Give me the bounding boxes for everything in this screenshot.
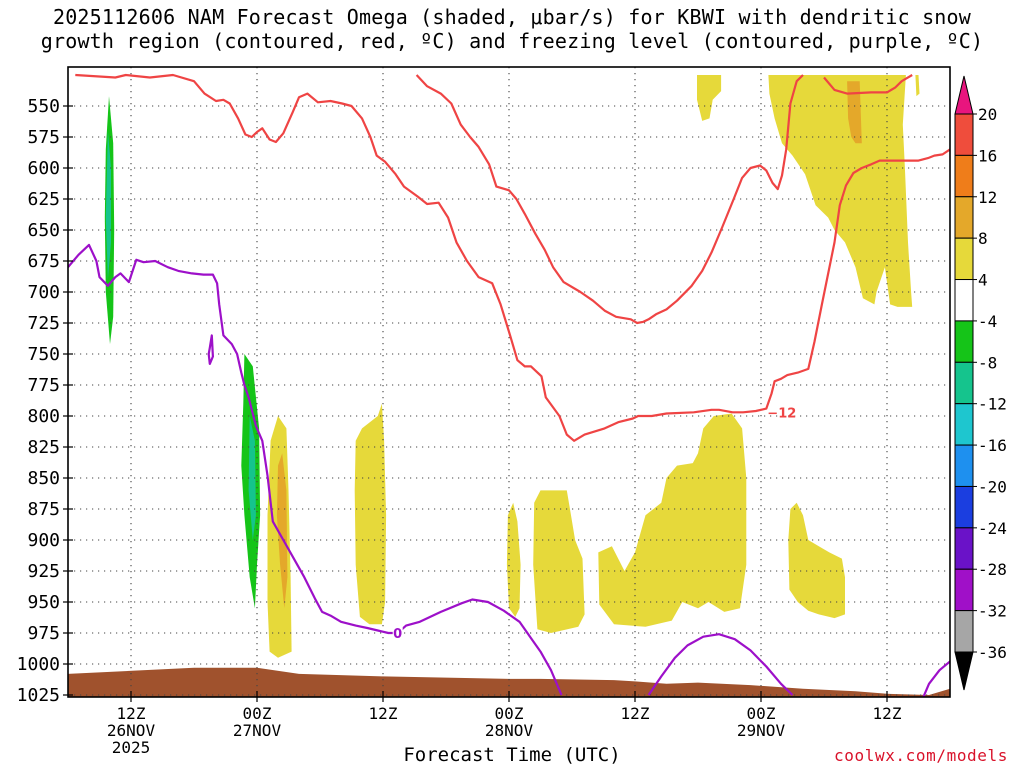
x-axis-label: Forecast Time (UTC) — [403, 744, 621, 766]
omega-region-yellow-b — [354, 403, 387, 625]
purple-contour-freezing-level-right-dome — [647, 633, 794, 696]
colorbar-swatch — [954, 403, 974, 446]
x-axis-tick-label: 12Z — [621, 704, 650, 723]
omega-region-yellow-upper-i — [915, 75, 920, 97]
y-axis-tick-label: 875 — [27, 499, 60, 520]
y-axis-tick-label: 675 — [27, 251, 60, 272]
x-axis-date-label: 26NOV — [107, 721, 156, 740]
colorbar-swatch — [954, 237, 974, 281]
omega-region-orange-upper — [847, 81, 862, 144]
purple-contour-label-bg — [392, 625, 403, 640]
x-axis-tick-label: 12Z — [369, 704, 398, 723]
y-axis-tick-label: 775 — [27, 375, 60, 396]
purple-contour-freezing-level-right-edge — [922, 660, 950, 697]
omega-region-yellow-c — [506, 502, 521, 617]
y-axis-tick-label: 550 — [27, 96, 60, 117]
colorbar-label: -36 — [978, 643, 1007, 662]
colorbar-swatch — [954, 279, 974, 322]
colorbar-swatch — [954, 444, 974, 487]
red-contour-label: −12 — [767, 406, 796, 421]
y-axis-tick-label: 650 — [27, 220, 60, 241]
colorbar-label: 12 — [978, 188, 997, 207]
colorbar-swatch — [954, 527, 974, 570]
x-axis-date-label: 29NOV — [737, 721, 786, 740]
y-axis-tick-label: 975 — [27, 623, 60, 644]
x-axis-tick-label: 00Z — [243, 704, 272, 723]
colorbar-swatch — [954, 361, 974, 405]
colorbar-label: -12 — [978, 395, 1007, 414]
red-contour-upper-red-minus-12 — [75, 73, 950, 442]
colorbar-label: -28 — [978, 560, 1007, 579]
colorbar-bottom-arrow — [954, 651, 974, 691]
colorbar-label: -8 — [978, 353, 997, 372]
purple-contour-freezing-level-blip — [207, 334, 214, 365]
x-axis-date-label: 27NOV — [233, 721, 282, 740]
omega-region-orange-a — [276, 453, 288, 609]
y-axis-tick-label: 700 — [27, 282, 60, 303]
y-axis-tick-label: 850 — [27, 468, 60, 489]
x-axis-date-label: 28NOV — [485, 721, 534, 740]
colorbar-label: -4 — [978, 312, 997, 331]
y-axis-tick-label: 925 — [27, 561, 60, 582]
colorbar-label: 16 — [978, 146, 997, 165]
omega-region-early-negative-omega-core — [105, 130, 111, 280]
x-axis-tick-label: 00Z — [495, 704, 524, 723]
colorbar-swatch — [954, 610, 974, 653]
colorbar-swatch — [954, 154, 974, 198]
omega-region-yellow-e — [598, 413, 747, 627]
colorbar-swatch — [954, 320, 974, 363]
omega-region-yellow-d — [533, 490, 585, 633]
colorbar-label: -16 — [978, 436, 1007, 455]
ground-surface — [68, 667, 950, 697]
colorbar-top-arrow — [954, 75, 974, 115]
colorbar-label: -20 — [978, 477, 1007, 496]
chart-title-line1: 2025112606 NAM Forecast Omega (shaded, μ… — [52, 5, 972, 29]
y-axis-tick-label: 625 — [27, 189, 60, 210]
y-axis-tick-label: 725 — [27, 313, 60, 334]
purple-contour-freezing-level — [68, 243, 563, 696]
colorbar-label: 8 — [978, 229, 988, 248]
y-axis-tick-label: 825 — [27, 437, 60, 458]
red-contour-right-red-lobe — [823, 74, 913, 95]
colorbar-label: -24 — [978, 519, 1007, 538]
colorbar-label: 20 — [978, 105, 997, 124]
colorbar-swatch — [954, 196, 974, 239]
chart-title: 2025112606 NAM Forecast Omega (shaded, μ… — [0, 5, 1024, 53]
y-axis-tick-label: 600 — [27, 158, 60, 179]
y-axis-tick-label: 1025 — [17, 685, 60, 706]
x-axis-year-label: 2025 — [112, 738, 151, 757]
chart-title-line2: growth region (contoured, red, ºC) and f… — [40, 29, 984, 53]
x-axis-tick-label: 12Z — [873, 704, 902, 723]
y-axis-tick-label: 575 — [27, 127, 60, 148]
omega-region-yellow-upper-h — [768, 75, 913, 307]
y-axis-tick-label: 900 — [27, 530, 60, 551]
x-axis-tick-label: 12Z — [117, 704, 146, 723]
credit-link[interactable]: coolwx.com/models — [834, 746, 1008, 765]
y-axis-tick-label: 1000 — [17, 654, 60, 675]
red-contour-lower-red-minus-12 — [415, 74, 804, 325]
colorbar-swatch — [954, 568, 974, 612]
colorbar-label: 4 — [978, 271, 988, 290]
y-axis-tick-label: 750 — [27, 344, 60, 365]
omega-region-yellow-upper-g — [697, 75, 722, 121]
colorbar-swatch — [954, 113, 974, 156]
x-axis-tick-label: 00Z — [747, 704, 776, 723]
purple-contour-label: 0 — [393, 627, 402, 642]
colorbar-label: -32 — [978, 602, 1007, 621]
omega-region-yellow-f — [788, 502, 845, 619]
y-axis-tick-label: 800 — [27, 406, 60, 427]
colorbar-swatch — [954, 485, 974, 529]
y-axis-tick-label: 950 — [27, 592, 60, 613]
